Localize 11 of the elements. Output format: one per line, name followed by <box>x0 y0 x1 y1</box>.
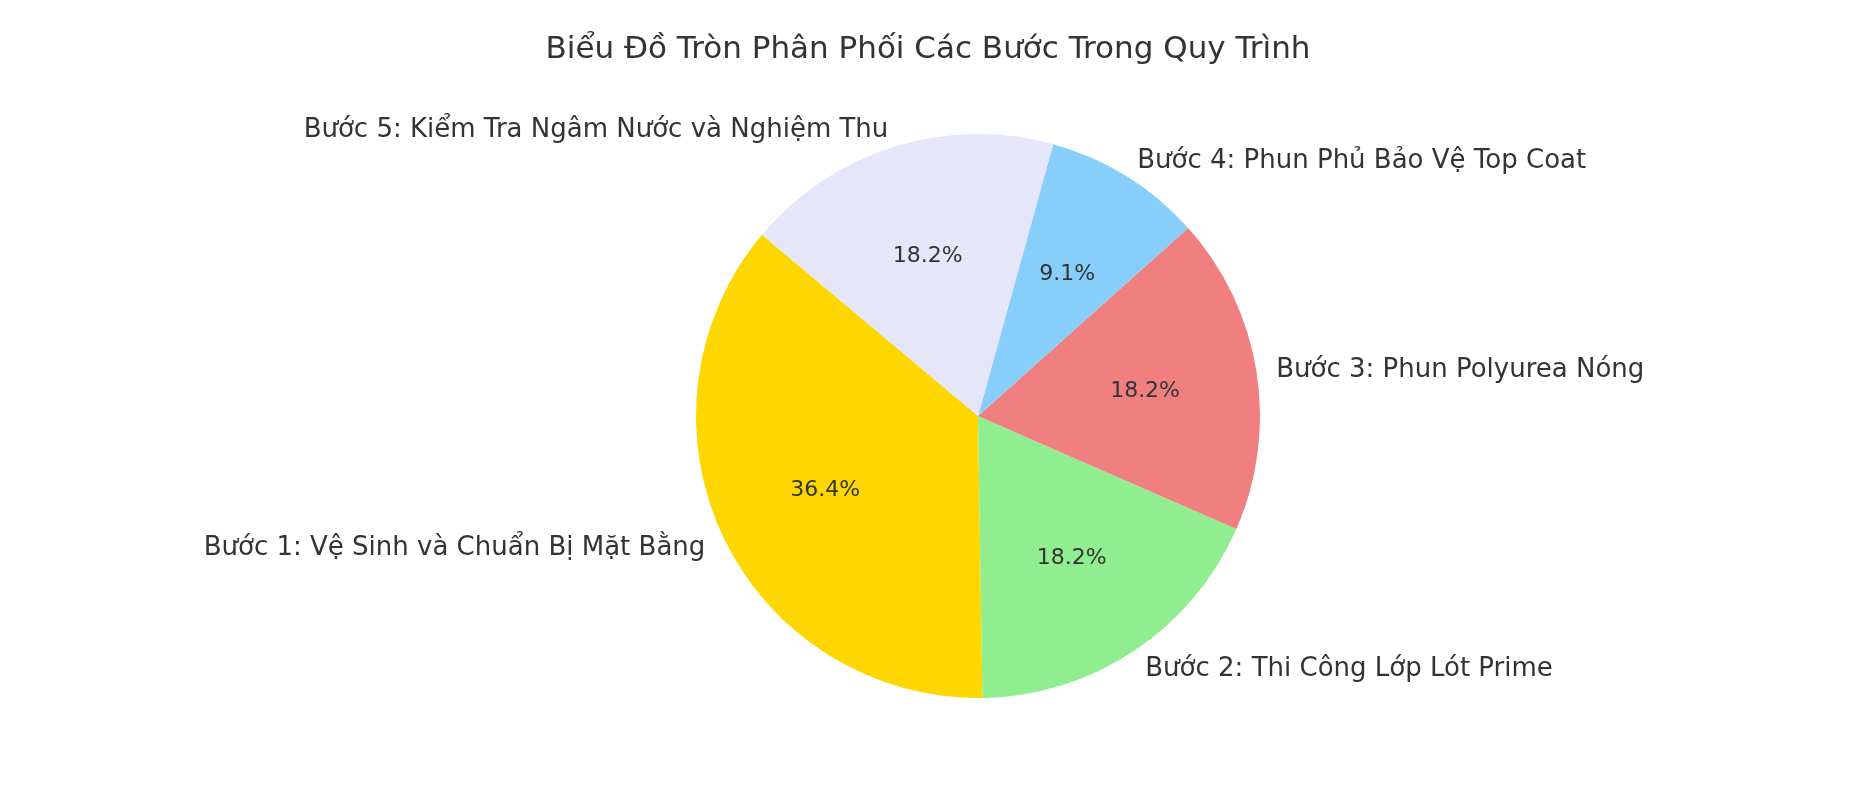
slice-label: Bước 2: Thi Công Lớp Lót Prime <box>1145 652 1553 683</box>
data-label: 9.1% <box>1039 259 1096 285</box>
data-label: 18.2% <box>1036 544 1107 570</box>
slice-label: Bước 4: Phun Phủ Bảo Vệ Top Coat <box>1137 144 1587 175</box>
data-label: 18.2% <box>1110 376 1181 402</box>
data-label: 36.4% <box>790 476 861 502</box>
slice-label: Bước 5: Kiểm Tra Ngâm Nước và Nghiệm Thu <box>303 112 889 143</box>
slice-label: Bước 1: Vệ Sinh và Chuẩn Bị Mặt Bằng <box>203 530 706 561</box>
chart-title: Biểu Đồ Tròn Phân Phối Các Bước Trong Quy Trình <box>545 28 1311 65</box>
slice-label: Bước 3: Phun Polyurea Nóng <box>1276 353 1645 384</box>
data-label: 18.2% <box>892 241 963 267</box>
